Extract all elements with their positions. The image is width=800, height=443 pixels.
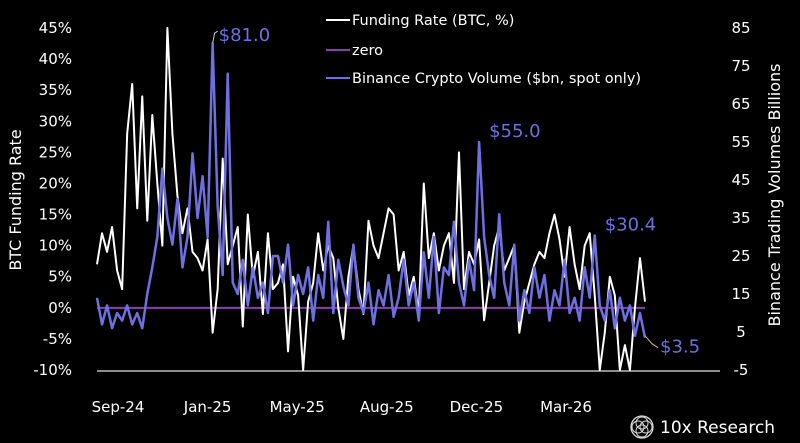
left-tick-label: 15%: [39, 206, 72, 224]
annotation-label: $30.4: [605, 214, 657, 235]
right-tick-label: 65: [731, 95, 750, 113]
left-tick-label: 25%: [39, 143, 72, 161]
right-axis-title: Binance Trading Volumes Billions: [765, 64, 784, 327]
right-tick-label: 15: [731, 285, 750, 303]
left-tick-label: 40%: [39, 50, 72, 68]
annotation-label: $3.5: [660, 337, 700, 358]
annotation-leader: [644, 335, 659, 349]
left-tick-label: -10%: [33, 361, 72, 379]
volume-line: [95, 41, 647, 338]
left-tick-label: -5%: [43, 330, 72, 348]
annotation-label: $55.0: [489, 121, 541, 142]
right-tick-label: 75: [731, 57, 750, 75]
legend: Funding Rate (BTC, %) zero Binance Crypt…: [326, 13, 641, 87]
x-tick-label: Mar-26: [540, 398, 592, 416]
x-tick-label: Sep-24: [92, 398, 145, 416]
legend-label-zero: zero: [352, 43, 383, 59]
left-tick-label: 35%: [39, 81, 72, 99]
x-tick-label: Aug-25: [360, 398, 414, 416]
left-axis-title: BTC Funding Rate: [6, 129, 25, 270]
annotation-leader: [212, 30, 218, 44]
right-tick-label: 5: [736, 323, 746, 341]
brand-name: 10x Research: [660, 418, 775, 438]
right-tick-label: 45: [731, 171, 750, 189]
x-tick-label: Dec-25: [450, 398, 504, 416]
left-tick-label: 20%: [39, 174, 72, 192]
left-tick-label: 5%: [48, 268, 72, 286]
left-tick-label: 30%: [39, 112, 72, 130]
legend-label-funding: Funding Rate (BTC, %): [352, 13, 514, 29]
legend-label-volume: Binance Crypto Volume ($bn, spot only): [352, 71, 641, 87]
brand-logo: [630, 415, 654, 439]
annotation-label: $81.0: [219, 25, 271, 46]
right-tick-label: 55: [731, 133, 750, 151]
right-tick-label: 85: [731, 19, 750, 37]
left-tick-label: 0%: [48, 299, 72, 317]
left-tick-label: 10%: [39, 237, 72, 255]
left-tick-label: 45%: [39, 19, 72, 37]
right-tick-label: 25: [731, 247, 750, 265]
x-tick-label: May-25: [270, 398, 325, 416]
right-tick-label: -5: [734, 361, 749, 379]
right-tick-label: 35: [731, 209, 750, 227]
x-tick-label: Jan-25: [183, 398, 232, 416]
